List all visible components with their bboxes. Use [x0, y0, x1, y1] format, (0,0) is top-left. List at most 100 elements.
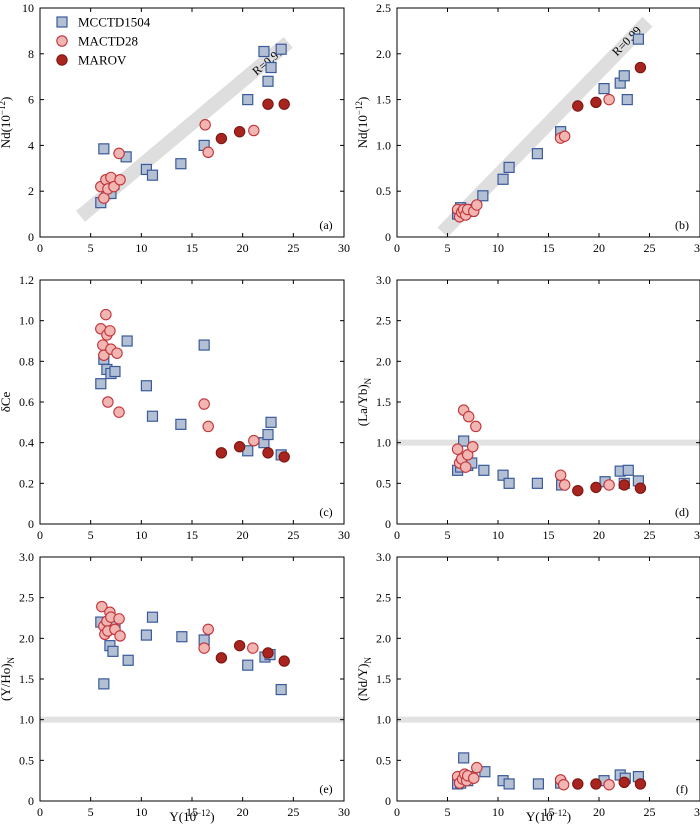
x-tick-label: 30 — [338, 805, 350, 819]
series-mcctd1504 — [95, 611, 287, 696]
x-tick-label: 5 — [88, 241, 94, 255]
y-tick-label: 1.0 — [19, 314, 34, 328]
mactd28-point — [96, 600, 108, 613]
mcctd1504-point — [275, 43, 287, 55]
x-tick-label: 25 — [644, 528, 656, 542]
mcctd1504-point — [122, 654, 134, 666]
mcctd1504-point — [140, 380, 152, 392]
mcctd1504-point — [98, 143, 110, 155]
mactd28-point — [470, 420, 482, 433]
mactd28-point — [202, 623, 214, 636]
mcctd1504-point — [262, 428, 274, 441]
y-tick-label: 1.2 — [19, 273, 34, 287]
y-axis-title-end: ) — [355, 97, 370, 101]
y-tick-label: 10 — [22, 1, 34, 15]
mactd28-point — [202, 420, 214, 433]
mcctd1504-point — [503, 161, 515, 173]
y-tick-label: 3.0 — [376, 273, 391, 287]
legend-marker-marov — [56, 54, 68, 66]
mcctd1504-point — [265, 61, 277, 74]
panel-tag: (d) — [675, 505, 689, 519]
mactd28-point — [104, 325, 116, 337]
y-axis-title-script: −12 — [0, 101, 7, 115]
y-tick-label: 0.4 — [19, 436, 34, 450]
series-mactd28 — [95, 119, 260, 204]
series-mactd28 — [95, 308, 260, 447]
marov-point — [634, 482, 647, 494]
y-axis-title-main: δCe — [0, 391, 13, 412]
y-tick-label: 0 — [28, 794, 34, 808]
x-tick-label: 10 — [135, 241, 147, 255]
x-tick-label: 30 — [694, 241, 700, 255]
marov-point — [262, 447, 274, 459]
mcctd1504-point — [98, 678, 110, 690]
marov-point — [215, 132, 228, 145]
x-tick-label: 25 — [287, 528, 299, 542]
mcctd1504-point — [531, 477, 543, 489]
plot-frame — [396, 556, 700, 802]
x-tick-label: 10 — [492, 241, 504, 255]
x-tick-label: 5 — [88, 805, 94, 819]
x-axis-title: Y(10−12) — [169, 808, 214, 824]
mcctd1504-point — [503, 477, 515, 489]
mactd28-point — [461, 449, 474, 461]
x-tick-label: 10 — [135, 528, 147, 542]
mactd28-point — [199, 119, 211, 131]
mactd28-point — [113, 147, 125, 160]
x-tick-label: 20 — [237, 805, 249, 819]
y-tick-label: 0.5 — [376, 753, 391, 767]
x-tick-label: 0 — [394, 241, 400, 255]
marov-point — [233, 125, 246, 138]
y-tick-label: 0 — [28, 517, 34, 531]
x-tick-label: 15 — [543, 805, 555, 819]
y-tick-label: 2 — [28, 184, 34, 198]
y-axis-title-end: ) — [0, 97, 13, 101]
y-tick-label: 6 — [28, 93, 34, 107]
marov-point — [262, 98, 274, 110]
mactd28-point — [557, 778, 570, 791]
series-mactd28 — [451, 761, 615, 791]
y-tick-label: 0.5 — [376, 476, 391, 490]
marov-point — [572, 100, 584, 112]
mactd28-point — [248, 124, 260, 137]
series-mactd28 — [451, 404, 615, 491]
mcctd1504-point — [121, 335, 133, 347]
marov-point — [262, 647, 274, 659]
y-axis-title: (Y/Ho)N — [0, 656, 16, 701]
mactd28-point — [603, 479, 615, 491]
y-tick-label: 1.5 — [376, 395, 391, 409]
mcctd1504-point — [497, 173, 509, 185]
series-mactd28 — [96, 600, 259, 654]
panel-tag: (e) — [319, 782, 332, 796]
y-tick-label: 1.0 — [19, 713, 34, 727]
x-axis-title-script: −12 — [553, 808, 567, 818]
y-tick-label: 0 — [28, 230, 34, 244]
marov-point — [634, 778, 647, 790]
y-tick-label: 0.2 — [19, 476, 34, 490]
x-tick-label: 0 — [37, 241, 43, 255]
mcctd1504-point — [262, 75, 274, 87]
y-tick-label: 2.0 — [376, 631, 391, 645]
y-tick-label: 2.5 — [376, 314, 391, 328]
mcctd1504-point — [477, 190, 489, 202]
trend-band — [437, 16, 653, 238]
mcctd1504-point — [458, 752, 470, 764]
x-axis-title: Y(10−12) — [526, 808, 571, 824]
mcctd1504-point — [198, 339, 210, 351]
x-tick-label: 0 — [37, 528, 43, 542]
mcctd1504-point — [503, 778, 515, 790]
mcctd1504-point — [621, 93, 633, 106]
panel-tag: (b) — [675, 218, 689, 232]
x-tick-label: 20 — [237, 241, 249, 255]
x-tick-label: 30 — [338, 528, 350, 542]
mactd28-point — [466, 440, 479, 453]
y-axis-title-script: N — [6, 656, 16, 663]
x-tick-label: 25 — [287, 805, 299, 819]
y-tick-label: 2.5 — [376, 591, 391, 605]
mcctd1504-point — [146, 611, 159, 623]
mcctd1504-point — [265, 416, 277, 428]
x-tick-label: 20 — [593, 241, 605, 255]
marov-point — [590, 481, 602, 494]
y-axis-title-script: N — [363, 656, 373, 663]
y-axis-title-main: Nd(10 — [355, 115, 370, 148]
